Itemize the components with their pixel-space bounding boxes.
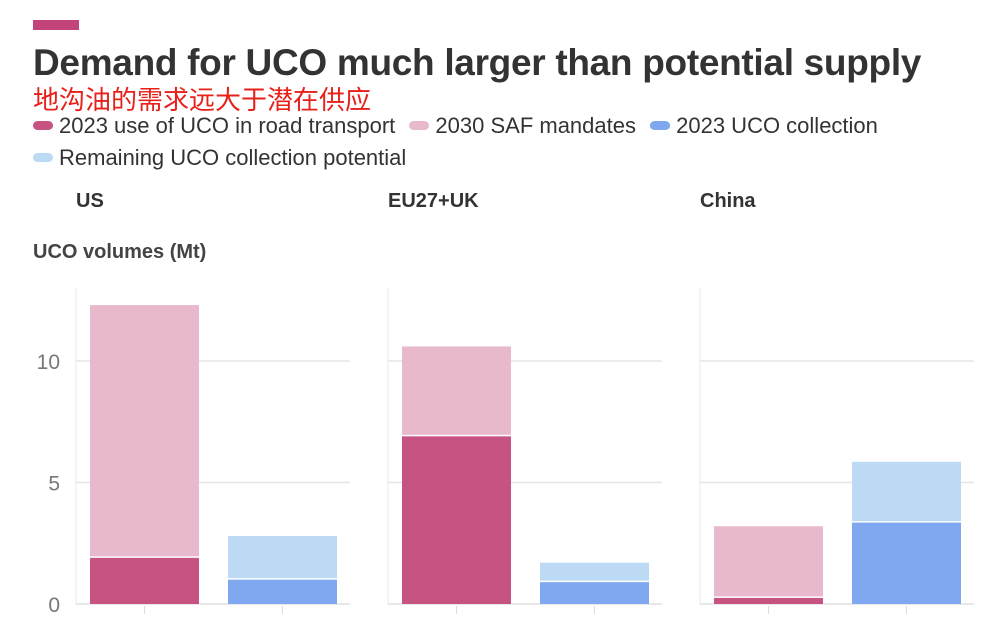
legend-swatch (409, 121, 430, 130)
legend-label: 2030 SAF mandates (435, 113, 636, 138)
legend-swatch (650, 121, 671, 130)
legend-label: 2023 UCO collection (676, 113, 878, 138)
bar-segment-us-supply-0 (228, 579, 337, 604)
legend-item-road-transport: 2023 use of UCO in road transport (33, 111, 395, 140)
bar-segment-us-supply-1 (228, 535, 337, 579)
chart-subtitle: 地沟油的需求远大于潜在供应 (33, 86, 372, 116)
bar-segment-china-supply-1 (852, 461, 961, 522)
accent-bar (33, 20, 79, 30)
y-tick-label: 10 (37, 351, 60, 374)
legend-item-remaining-potential: Remaining UCO collection potential (33, 143, 406, 172)
y-tick-label: 5 (48, 473, 60, 496)
bar-segment-china-supply-0 (852, 522, 961, 604)
bar-segment-eu27-uk-supply-0 (540, 582, 649, 604)
y-axis-label: UCO volumes (Mt) (33, 241, 207, 263)
panel-label-eu: EU27+UK (388, 190, 479, 212)
legend-label: Remaining UCO collection potential (59, 145, 407, 170)
bar-segment-china-demand-0 (714, 597, 823, 604)
bar-segment-eu27-uk-demand-0 (402, 436, 511, 604)
chart-title: Demand for UCO much larger than potentia… (33, 42, 922, 83)
panel-label-us: US (76, 190, 104, 212)
panel-label-china: China (700, 190, 756, 212)
legend-swatch (33, 153, 53, 162)
legend-item-uco-collection: 2023 UCO collection (650, 111, 878, 140)
legend-label: 2023 use of UCO in road transport (59, 113, 396, 138)
legend-item-saf-mandates: 2030 SAF mandates (409, 111, 636, 140)
bar-segment-china-demand-1 (714, 526, 823, 597)
bar-segment-us-demand-0 (90, 557, 199, 604)
bar-segment-us-demand-1 (90, 305, 199, 557)
legend-swatch (33, 121, 53, 130)
y-tick-label: 0 (48, 594, 60, 617)
bar-segment-eu27-uk-supply-1 (540, 562, 649, 581)
legend: 2023 use of UCO in road transport 2030 S… (33, 108, 973, 172)
bar-segment-eu27-uk-demand-1 (402, 346, 511, 435)
